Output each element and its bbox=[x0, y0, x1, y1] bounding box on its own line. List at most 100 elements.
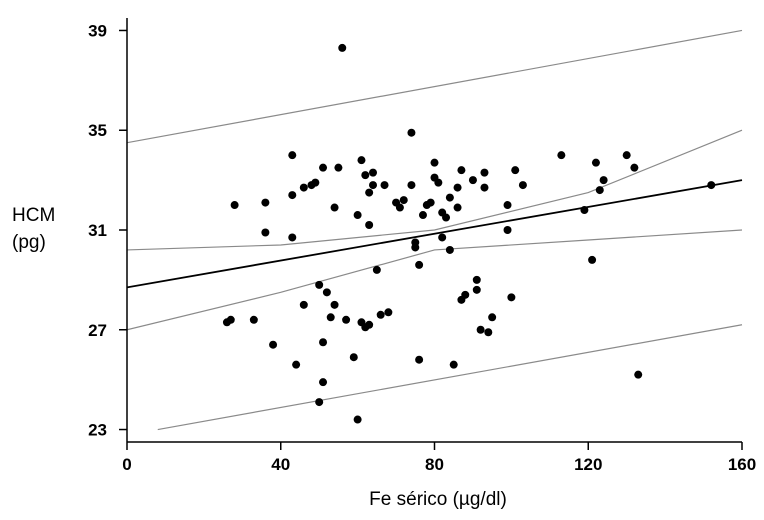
data-point bbox=[226, 315, 235, 324]
data-point bbox=[288, 233, 297, 242]
regression-line bbox=[126, 179, 743, 289]
data-point bbox=[518, 181, 527, 190]
data-point bbox=[334, 163, 343, 172]
data-point bbox=[311, 178, 320, 187]
y-tick-label: 35 bbox=[88, 121, 107, 140]
data-point bbox=[365, 320, 374, 329]
data-point bbox=[384, 308, 393, 317]
data-point bbox=[415, 355, 424, 364]
data-point bbox=[319, 338, 328, 347]
data-point bbox=[453, 183, 462, 192]
data-point bbox=[372, 265, 381, 274]
data-point bbox=[299, 300, 308, 309]
data-point bbox=[357, 156, 366, 165]
data-point bbox=[557, 151, 566, 160]
data-point bbox=[445, 245, 454, 254]
data-point bbox=[434, 178, 443, 187]
data-point bbox=[269, 340, 278, 349]
y-tick-label: 39 bbox=[88, 21, 107, 40]
data-point bbox=[407, 128, 416, 137]
data-point bbox=[407, 181, 416, 190]
data-point bbox=[480, 168, 489, 177]
data-point bbox=[476, 325, 485, 334]
data-point bbox=[319, 163, 328, 172]
data-point bbox=[426, 198, 435, 207]
data-point bbox=[415, 260, 424, 269]
data-point bbox=[249, 315, 258, 324]
x-axis-title: Fe sérico (µg/dl) bbox=[369, 489, 507, 510]
data-point bbox=[588, 255, 597, 264]
data-point bbox=[338, 43, 347, 52]
data-point bbox=[230, 201, 239, 210]
data-point bbox=[418, 211, 427, 220]
x-tick-label: 40 bbox=[271, 455, 290, 474]
data-point bbox=[326, 313, 335, 322]
data-point bbox=[503, 226, 512, 234]
data-point bbox=[365, 188, 374, 197]
data-point bbox=[468, 176, 477, 185]
data-point bbox=[395, 203, 404, 212]
data-point bbox=[480, 183, 489, 192]
data-point bbox=[511, 166, 520, 175]
data-point bbox=[591, 158, 600, 167]
band-lines bbox=[126, 29, 743, 431]
data-point bbox=[472, 285, 481, 294]
data-point bbox=[315, 398, 324, 407]
data-point bbox=[365, 221, 374, 230]
y-axis-title-line-2: (pg) bbox=[12, 232, 46, 253]
prediction-band-upper bbox=[126, 29, 743, 144]
data-point bbox=[634, 370, 643, 379]
data-point bbox=[330, 203, 339, 212]
data-point bbox=[484, 328, 493, 337]
data-point bbox=[369, 181, 377, 190]
y-axis-title-line-1: HCM bbox=[12, 205, 55, 226]
data-point bbox=[472, 275, 481, 284]
data-point bbox=[445, 193, 454, 202]
data-point bbox=[299, 183, 308, 192]
data-point bbox=[449, 360, 458, 369]
data-point bbox=[461, 290, 470, 299]
data-point bbox=[503, 201, 512, 210]
data-point bbox=[261, 198, 270, 207]
x-tick-label: 80 bbox=[425, 455, 444, 474]
data-point bbox=[399, 196, 408, 205]
data-point bbox=[438, 233, 447, 242]
x-ticks: 0 40 80 120 160 bbox=[122, 442, 756, 474]
data-point bbox=[288, 151, 297, 160]
data-point bbox=[453, 203, 462, 212]
data-point bbox=[342, 315, 351, 324]
data-point bbox=[599, 176, 608, 185]
confidence-band-lower bbox=[126, 229, 743, 331]
x-tick-label: 0 bbox=[122, 455, 131, 474]
data-point bbox=[361, 171, 370, 180]
prediction-band-lower bbox=[157, 324, 743, 431]
data-point bbox=[707, 181, 716, 190]
data-point bbox=[349, 353, 358, 362]
data-point bbox=[330, 300, 339, 309]
data-point bbox=[292, 360, 301, 369]
x-tick-label: 120 bbox=[574, 455, 602, 474]
data-point bbox=[457, 166, 466, 175]
data-point bbox=[369, 168, 377, 177]
y-tick-label: 31 bbox=[88, 221, 107, 240]
data-point bbox=[353, 415, 362, 424]
data-point bbox=[261, 228, 270, 237]
regression-line-group bbox=[126, 179, 743, 289]
y-tick-label: 27 bbox=[88, 321, 107, 340]
data-point bbox=[411, 243, 420, 252]
data-point bbox=[376, 310, 385, 319]
data-point bbox=[380, 181, 389, 190]
data-point bbox=[353, 211, 362, 220]
data-point bbox=[319, 378, 328, 387]
data-point bbox=[595, 186, 604, 195]
data-points bbox=[222, 43, 716, 424]
data-point bbox=[288, 191, 297, 200]
data-point bbox=[630, 163, 639, 172]
x-tick-label: 160 bbox=[728, 455, 756, 474]
data-point bbox=[442, 213, 451, 222]
y-tick-label: 23 bbox=[88, 421, 107, 440]
data-point bbox=[488, 313, 497, 322]
data-point bbox=[622, 151, 631, 160]
data-point bbox=[322, 288, 331, 297]
